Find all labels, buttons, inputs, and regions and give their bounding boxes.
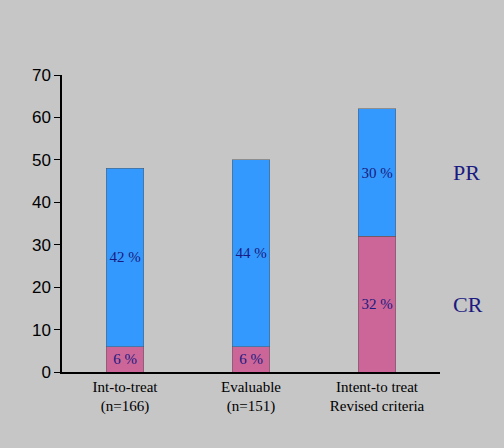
svg-text:40: 40 xyxy=(32,193,51,212)
svg-text:60: 60 xyxy=(32,108,51,127)
svg-text:70: 70 xyxy=(32,66,51,85)
svg-text:30 %: 30 % xyxy=(361,165,392,181)
svg-text:0: 0 xyxy=(41,363,50,382)
svg-text:Intent-to treatRevised criteri: Intent-to treatRevised criteria xyxy=(330,379,425,415)
svg-text:30: 30 xyxy=(32,236,51,255)
svg-text:42 %: 42 % xyxy=(109,249,140,265)
svg-text:44 %: 44 % xyxy=(235,245,266,261)
svg-text:20: 20 xyxy=(32,278,51,297)
svg-text:6 %: 6 % xyxy=(239,351,263,367)
svg-text:10: 10 xyxy=(32,321,51,340)
svg-text:Evaluable(n=151): Evaluable(n=151) xyxy=(221,379,281,416)
svg-text:Int-to-treat(n=166): Int-to-treat(n=166) xyxy=(93,379,159,416)
svg-text:6 %: 6 % xyxy=(113,351,137,367)
svg-text:CR: CR xyxy=(453,292,483,317)
svg-text:PR: PR xyxy=(453,160,480,185)
svg-text:32 %: 32 % xyxy=(361,296,392,312)
svg-text:50: 50 xyxy=(32,151,51,170)
